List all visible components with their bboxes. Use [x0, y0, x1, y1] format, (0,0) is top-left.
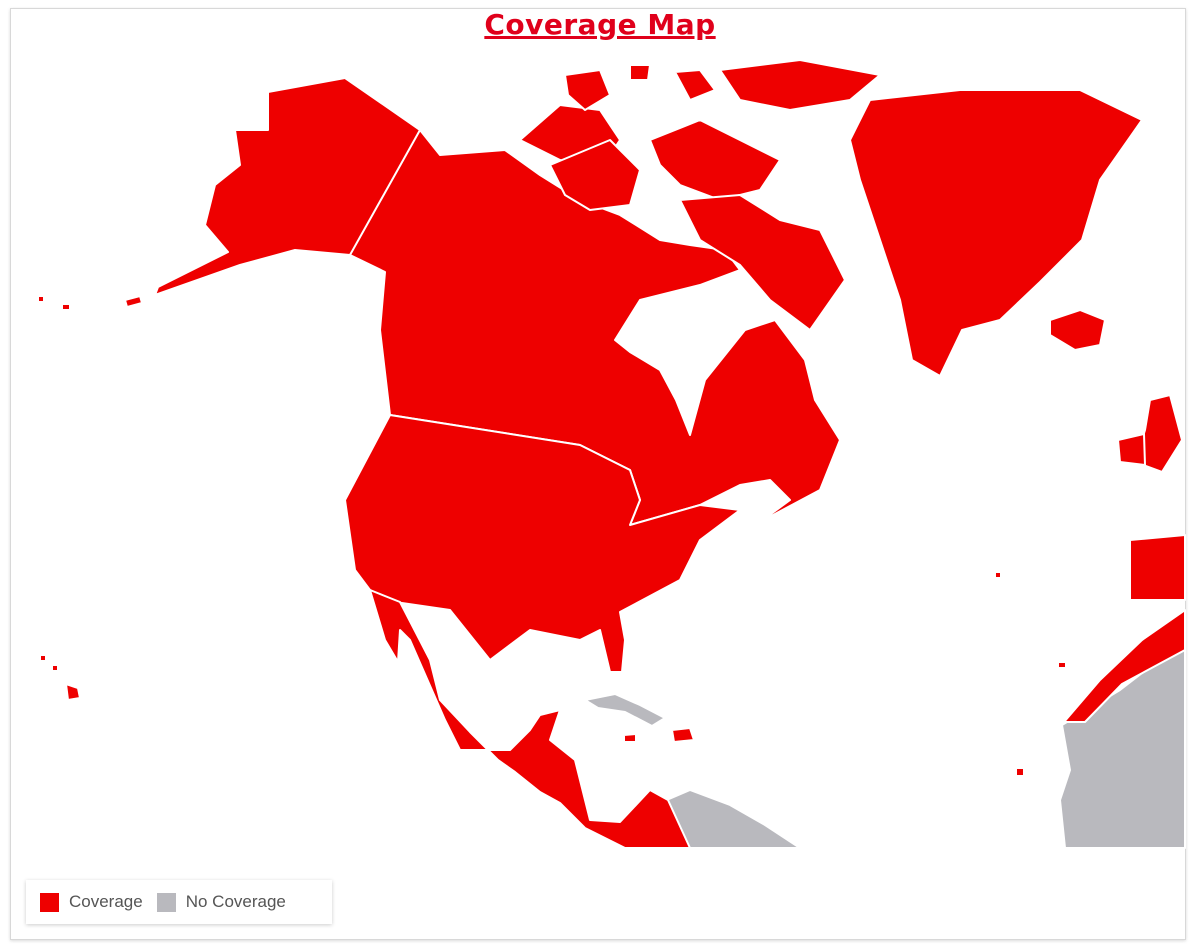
page-title: Coverage Map	[484, 8, 716, 41]
region-mexico-central-america	[369, 589, 691, 849]
no-coverage-swatch	[156, 892, 176, 912]
region-hawaii	[51, 664, 59, 672]
region-arctic-island	[649, 119, 781, 201]
region-hawaii	[65, 683, 81, 701]
region-arctic-island	[679, 194, 846, 331]
region-united-kingdom	[1134, 394, 1183, 473]
coverage-regions	[37, 59, 1186, 849]
region-caribbean	[671, 727, 695, 743]
region-arctic-island	[564, 69, 611, 111]
region-morocco	[1063, 609, 1186, 723]
region-arctic-island	[549, 139, 641, 211]
region-arctic-island	[629, 64, 651, 81]
region-greenland	[849, 89, 1143, 377]
region-aleutian	[61, 303, 71, 311]
region-azores	[994, 571, 1002, 579]
region-arctic-island	[674, 69, 716, 101]
region-iberia	[1129, 534, 1186, 601]
region-cape-verde	[1015, 767, 1025, 777]
region-west-africa	[1059, 639, 1186, 849]
legend-coverage-label: Coverage	[69, 892, 143, 911]
coverage-swatch	[40, 892, 59, 912]
map-frame	[10, 8, 1186, 940]
region-aleutian	[37, 295, 45, 303]
legend-no-coverage-label: No Coverage	[185, 892, 286, 911]
no-coverage-regions	[584, 639, 1186, 849]
region-arctic-island	[719, 59, 881, 111]
region-ireland	[1117, 433, 1146, 466]
region-canary	[1057, 661, 1067, 669]
region-aleutian	[124, 295, 143, 308]
region-hawaii	[39, 654, 47, 662]
region-cuba	[584, 693, 666, 727]
region-iceland	[1049, 309, 1106, 351]
region-caribbean	[623, 733, 637, 743]
map-legend: Coverage No Coverage	[26, 880, 332, 924]
